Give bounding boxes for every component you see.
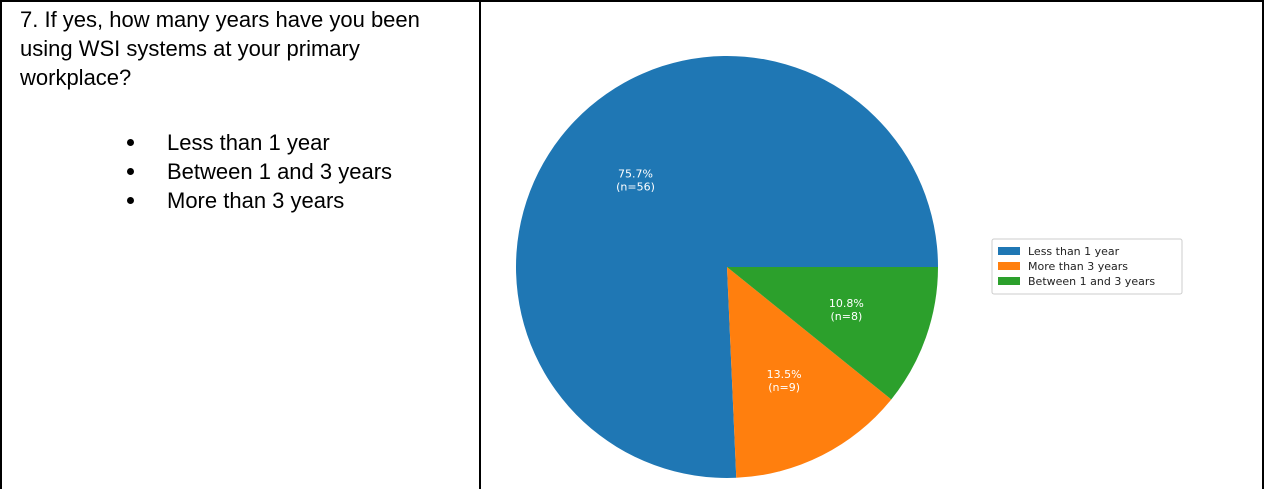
- answer-option: Less than 1 year: [125, 128, 392, 157]
- legend-swatch: [998, 247, 1020, 255]
- answer-option-label: Less than 1 year: [167, 130, 330, 155]
- answer-option: More than 3 years: [125, 186, 392, 215]
- slice-count-label: (n=9): [768, 381, 800, 394]
- answer-option: Between 1 and 3 years: [125, 157, 392, 186]
- question-text: 7. If yes, how many years have you been …: [20, 5, 460, 92]
- question-cell: 7. If yes, how many years have you been …: [20, 5, 460, 92]
- legend-swatch: [998, 277, 1020, 285]
- bullet-icon: [127, 197, 134, 204]
- table-column-divider: [479, 0, 481, 489]
- slice-percent-label: 10.8%: [829, 297, 864, 310]
- answer-option-label: Between 1 and 3 years: [167, 159, 392, 184]
- bullet-icon: [127, 139, 134, 146]
- slice-count-label: (n=8): [830, 310, 862, 323]
- slice-percent-label: 13.5%: [767, 368, 802, 381]
- answer-options-list: Less than 1 year Between 1 and 3 years M…: [125, 128, 392, 215]
- pie-chart: 75.7%(n=56) 13.5%(n=9) 10.8%(n=8) Less than…: [482, 2, 1262, 489]
- slice-count-label: (n=56): [616, 180, 655, 193]
- bullet-icon: [127, 168, 134, 175]
- legend-label: Between 1 and 3 years: [1028, 275, 1155, 288]
- slice-percent-label: 75.7%: [618, 167, 653, 180]
- legend-label: Less than 1 year: [1028, 245, 1120, 258]
- answer-option-label: More than 3 years: [167, 188, 344, 213]
- legend-swatch: [998, 262, 1020, 270]
- table-border-left: [0, 0, 2, 489]
- legend-label: More than 3 years: [1028, 260, 1128, 273]
